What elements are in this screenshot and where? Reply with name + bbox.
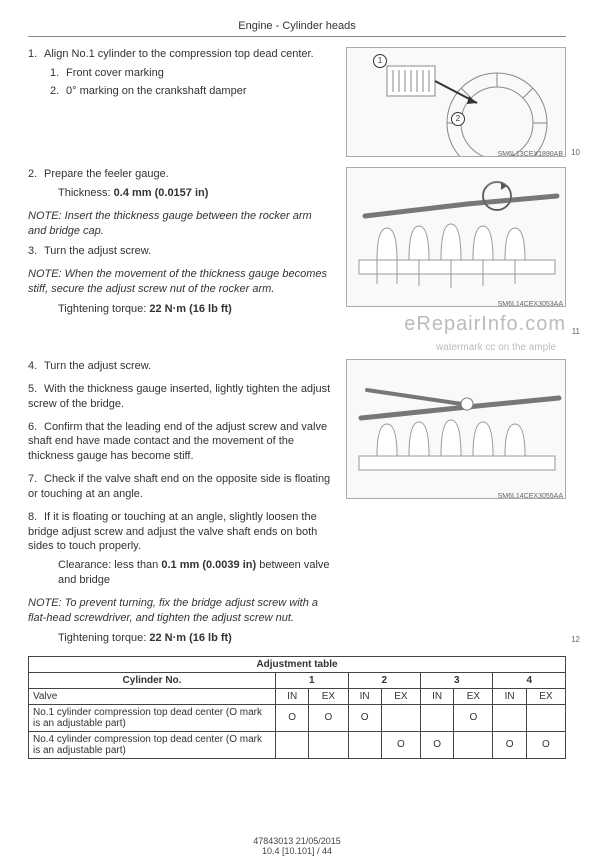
step-2-num: 2. xyxy=(28,167,44,182)
step-1-text: Align No.1 cylinder to the compression t… xyxy=(44,48,314,60)
page-header: Engine - Cylinder heads xyxy=(28,20,566,32)
step-7-num: 7. xyxy=(28,472,44,487)
cell-in: IN xyxy=(348,688,381,704)
step-4-num: 4. xyxy=(28,359,44,374)
note-3: NOTE: To prevent turning, fix the bridge… xyxy=(28,596,332,626)
fig3-caption: SM6L14CEX3055AA xyxy=(498,493,563,499)
footer-line1: 47843013 21/05/2015 xyxy=(0,836,594,846)
callout-1: 1 xyxy=(373,54,387,68)
sub-1-num: 1. xyxy=(50,66,66,81)
step-3: 3.Turn the adjust screw. xyxy=(28,244,332,259)
table-cell xyxy=(381,704,420,731)
col-1: 1 xyxy=(276,672,348,688)
table-cell xyxy=(420,704,453,731)
step-6-num: 6. xyxy=(28,420,44,435)
cell-ex: EX xyxy=(526,688,565,704)
figure-3-svg xyxy=(347,360,566,499)
watermark-2: watermark cc on the ample xyxy=(28,342,566,353)
cell-ex: EX xyxy=(381,688,420,704)
page-footer: 47843013 21/05/2015 10.4 [10.101] / 44 xyxy=(0,836,594,856)
table-cell: O xyxy=(420,731,453,758)
fig3-num: 12 xyxy=(571,635,580,644)
row1-label: No.1 cylinder compression top dead cente… xyxy=(29,704,276,731)
step-3-text: Turn the adjust screw. xyxy=(44,245,151,257)
table-cell: O xyxy=(309,704,348,731)
sub-2-num: 2. xyxy=(50,84,66,99)
table-title: Adjustment table xyxy=(29,656,566,672)
adjustment-table: Adjustment table Cylinder No. 1 2 3 4 Va… xyxy=(28,656,566,759)
watermark-1: eRepairInfo.com xyxy=(404,313,566,335)
table-cell xyxy=(493,704,526,731)
cell-in: IN xyxy=(493,688,526,704)
step-7: 7.Check if the valve shaft end on the op… xyxy=(28,472,332,502)
callout-2: 2 xyxy=(451,112,465,126)
divider xyxy=(28,36,566,37)
figure-2: SM6L14CEX3053AA xyxy=(346,167,566,307)
torque1-value: 22 N·m (16 lb ft) xyxy=(149,303,232,315)
table-cell: O xyxy=(454,704,493,731)
step-4: 4.Turn the adjust screw. xyxy=(28,359,332,374)
cyl-label: Cylinder No. xyxy=(29,672,276,688)
thickness-value: 0.4 mm (0.0157 in) xyxy=(114,187,209,199)
step-8-num: 8. xyxy=(28,510,44,525)
table-cell xyxy=(276,731,309,758)
step-6: 6.Confirm that the leading end of the ad… xyxy=(28,420,332,465)
step-1-num: 1. xyxy=(28,47,44,62)
torque1-label: Tightening torque: xyxy=(58,303,146,315)
sub-2-text: 0° marking on the crankshaft damper xyxy=(66,85,247,97)
step-8-text: If it is floating or touching at an angl… xyxy=(28,511,317,553)
cell-ex: EX xyxy=(309,688,348,704)
torque2-label: Tightening torque: xyxy=(58,632,146,644)
figure-2-svg xyxy=(347,168,566,307)
step-2-text: Prepare the feeler gauge. xyxy=(44,168,169,180)
step-5-text: With the thickness gauge inserted, light… xyxy=(28,383,330,410)
clearance-value: 0.1 mm (0.0039 in) xyxy=(161,559,256,571)
step-5-num: 5. xyxy=(28,382,44,397)
col-2: 2 xyxy=(348,672,420,688)
step-2: 2.Prepare the feeler gauge. Thickness: 0… xyxy=(28,167,332,201)
block-3: 4.Turn the adjust screw. 5.With the thic… xyxy=(28,359,566,644)
col-3: 3 xyxy=(420,672,492,688)
clearance-text-a: less than xyxy=(114,559,158,571)
table-cell xyxy=(526,704,565,731)
thickness-label: Thickness: xyxy=(58,187,111,199)
fig1-caption: SM6L13CEX1890AB xyxy=(498,151,563,157)
cell-in: IN xyxy=(276,688,309,704)
footer-line2: 10.4 [10.101] / 44 xyxy=(0,846,594,856)
table-cell xyxy=(309,731,348,758)
torque2-value: 22 N·m (16 lb ft) xyxy=(149,632,232,644)
table-cell: O xyxy=(276,704,309,731)
block-1: 1.Align No.1 cylinder to the compression… xyxy=(28,47,566,157)
table-cell: O xyxy=(493,731,526,758)
figure-1: 1 2 SM6L13CEX1890AB xyxy=(346,47,566,157)
step-4-text: Turn the adjust screw. xyxy=(44,360,151,372)
row2-label: No.4 cylinder compression top dead cente… xyxy=(29,731,276,758)
fig2-caption: SM6L14CEX3053AA xyxy=(498,301,563,307)
table-cell: O xyxy=(381,731,420,758)
fig2-num: 11 xyxy=(572,327,580,336)
block-2: 2.Prepare the feeler gauge. Thickness: 0… xyxy=(28,167,566,336)
sub-1-text: Front cover marking xyxy=(66,67,164,79)
step-7-text: Check if the valve shaft end on the oppo… xyxy=(28,473,330,500)
table-cell: O xyxy=(526,731,565,758)
table-cell xyxy=(454,731,493,758)
fig1-num: 10 xyxy=(571,148,580,157)
note-1: NOTE: Insert the thickness gauge between… xyxy=(28,209,332,239)
table-cell: O xyxy=(348,704,381,731)
figure-3: SM6L14CEX3055AA xyxy=(346,359,566,499)
step-1: 1.Align No.1 cylinder to the compression… xyxy=(28,47,332,99)
step-5: 5.With the thickness gauge inserted, lig… xyxy=(28,382,332,412)
clearance-label: Clearance: xyxy=(58,559,111,571)
table-cell xyxy=(348,731,381,758)
cell-in: IN xyxy=(420,688,453,704)
step-8: 8.If it is floating or touching at an an… xyxy=(28,510,332,588)
step-6-text: Confirm that the leading end of the adju… xyxy=(28,421,327,463)
cell-ex: EX xyxy=(454,688,493,704)
valve-label: Valve xyxy=(29,688,276,704)
col-4: 4 xyxy=(493,672,566,688)
step-3-num: 3. xyxy=(28,244,44,259)
note-2: NOTE: When the movement of the thickness… xyxy=(28,267,332,297)
